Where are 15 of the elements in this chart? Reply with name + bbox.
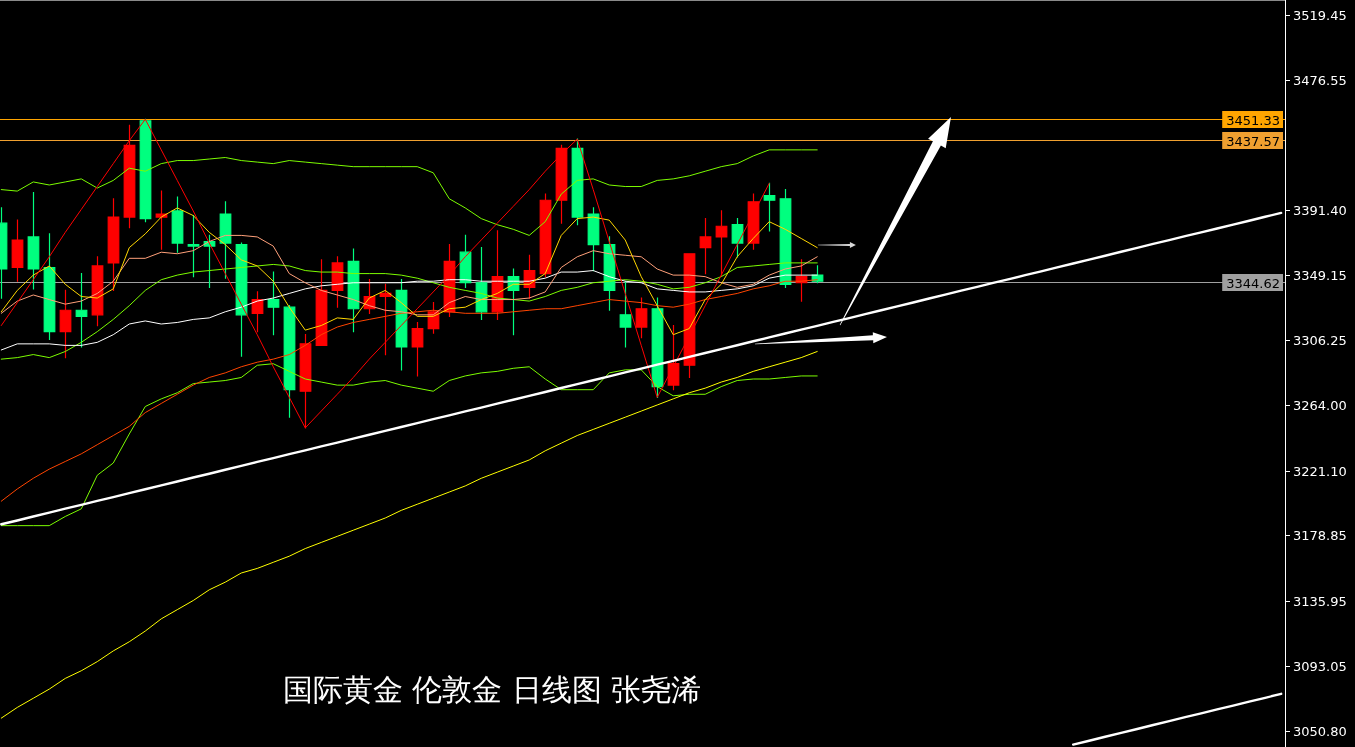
ref-line-label: 3344.62 — [1226, 275, 1280, 291]
y-tick-label: 3135.95 — [1293, 594, 1347, 609]
ref-line-label: 3437.57 — [1226, 133, 1280, 149]
y-tick-label: 3476.55 — [1293, 73, 1347, 88]
y-tick-label: 3093.05 — [1293, 659, 1347, 674]
title: 国际黄金 伦敦金 日线图 张尧浠 — [282, 671, 702, 707]
y-tick-label: 3264.00 — [1293, 398, 1347, 413]
y-tick-label: 3050.80 — [1293, 724, 1347, 739]
y-tick-label: 3221.10 — [1293, 464, 1347, 479]
y-tick-label: 3391.40 — [1293, 203, 1347, 218]
ref-line-label: 3451.33 — [1226, 112, 1280, 128]
y-tick-label: 3519.45 — [1293, 8, 1347, 23]
y-tick-label: 3306.25 — [1293, 333, 1347, 348]
y-tick-label: 3178.85 — [1293, 528, 1347, 543]
y-tick-label: 3349.15 — [1293, 268, 1347, 283]
